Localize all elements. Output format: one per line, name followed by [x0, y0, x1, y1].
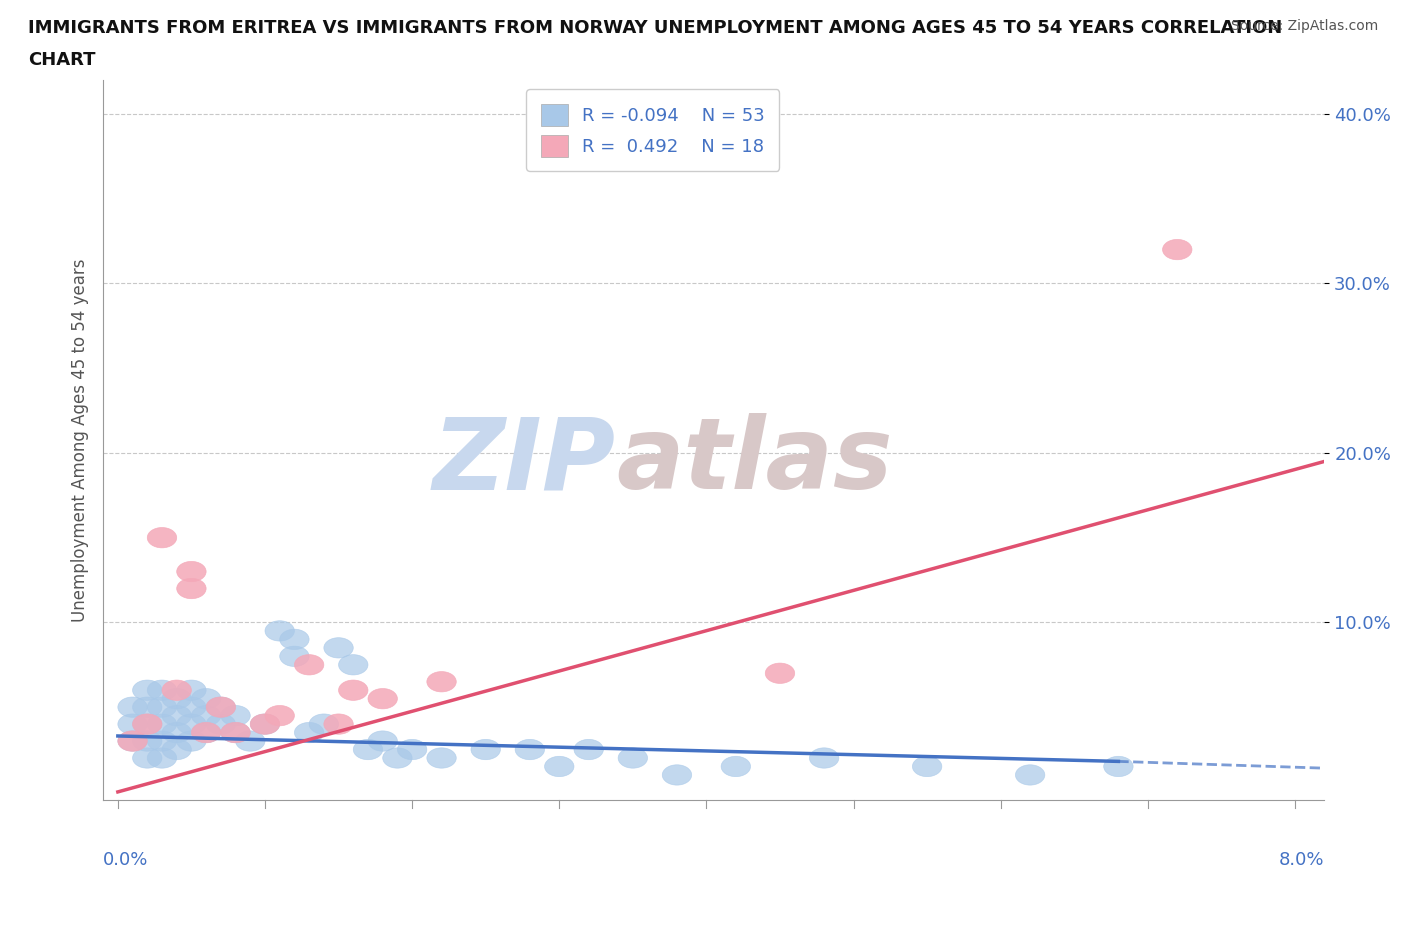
Ellipse shape	[323, 714, 353, 735]
Ellipse shape	[353, 739, 382, 760]
Text: ZIP: ZIP	[433, 413, 616, 511]
Ellipse shape	[207, 697, 236, 717]
Text: atlas: atlas	[616, 413, 893, 511]
Ellipse shape	[294, 655, 323, 675]
Ellipse shape	[132, 714, 162, 735]
Ellipse shape	[574, 739, 603, 760]
Ellipse shape	[191, 706, 221, 725]
Ellipse shape	[132, 748, 162, 768]
Ellipse shape	[339, 655, 368, 675]
Ellipse shape	[619, 748, 648, 768]
Text: CHART: CHART	[28, 51, 96, 69]
Ellipse shape	[118, 731, 148, 751]
Legend: R = -0.094    N = 53, R =  0.492    N = 18: R = -0.094 N = 53, R = 0.492 N = 18	[526, 89, 779, 171]
Ellipse shape	[162, 739, 191, 760]
Ellipse shape	[382, 748, 412, 768]
Ellipse shape	[148, 748, 177, 768]
Ellipse shape	[280, 646, 309, 667]
Ellipse shape	[544, 756, 574, 777]
Ellipse shape	[1104, 756, 1133, 777]
Ellipse shape	[162, 680, 191, 700]
Ellipse shape	[912, 756, 942, 777]
Ellipse shape	[207, 697, 236, 717]
Ellipse shape	[132, 697, 162, 717]
Ellipse shape	[191, 688, 221, 709]
Ellipse shape	[368, 731, 398, 751]
Ellipse shape	[132, 680, 162, 700]
Ellipse shape	[1163, 239, 1192, 259]
Ellipse shape	[339, 680, 368, 700]
Ellipse shape	[368, 688, 398, 709]
Ellipse shape	[236, 731, 264, 751]
Ellipse shape	[162, 688, 191, 709]
Ellipse shape	[132, 731, 162, 751]
Ellipse shape	[162, 723, 191, 743]
Ellipse shape	[191, 723, 221, 743]
Ellipse shape	[132, 714, 162, 735]
Ellipse shape	[721, 756, 751, 777]
Ellipse shape	[221, 723, 250, 743]
Ellipse shape	[177, 714, 207, 735]
Ellipse shape	[148, 731, 177, 751]
Ellipse shape	[148, 714, 177, 735]
Ellipse shape	[177, 697, 207, 717]
Ellipse shape	[398, 739, 427, 760]
Ellipse shape	[250, 714, 280, 735]
Ellipse shape	[427, 748, 457, 768]
Y-axis label: Unemployment Among Ages 45 to 54 years: Unemployment Among Ages 45 to 54 years	[72, 259, 89, 622]
Ellipse shape	[148, 680, 177, 700]
Ellipse shape	[148, 697, 177, 717]
Ellipse shape	[207, 714, 236, 735]
Ellipse shape	[264, 620, 294, 641]
Ellipse shape	[294, 723, 323, 743]
Ellipse shape	[191, 723, 221, 743]
Ellipse shape	[221, 706, 250, 725]
Ellipse shape	[309, 714, 339, 735]
Ellipse shape	[1015, 764, 1045, 785]
Ellipse shape	[280, 630, 309, 649]
Ellipse shape	[662, 764, 692, 785]
Ellipse shape	[427, 671, 457, 692]
Ellipse shape	[162, 706, 191, 725]
Text: 0.0%: 0.0%	[103, 851, 149, 869]
Ellipse shape	[250, 714, 280, 735]
Ellipse shape	[471, 739, 501, 760]
Ellipse shape	[177, 680, 207, 700]
Ellipse shape	[323, 638, 353, 658]
Text: Source: ZipAtlas.com: Source: ZipAtlas.com	[1230, 19, 1378, 33]
Ellipse shape	[765, 663, 794, 684]
Text: 8.0%: 8.0%	[1279, 851, 1324, 869]
Ellipse shape	[264, 706, 294, 725]
Ellipse shape	[118, 731, 148, 751]
Ellipse shape	[148, 527, 177, 548]
Text: IMMIGRANTS FROM ERITREA VS IMMIGRANTS FROM NORWAY UNEMPLOYMENT AMONG AGES 45 TO : IMMIGRANTS FROM ERITREA VS IMMIGRANTS FR…	[28, 19, 1282, 36]
Ellipse shape	[118, 714, 148, 735]
Ellipse shape	[177, 562, 207, 582]
Ellipse shape	[221, 723, 250, 743]
Ellipse shape	[177, 731, 207, 751]
Ellipse shape	[515, 739, 544, 760]
Ellipse shape	[177, 578, 207, 599]
Ellipse shape	[810, 748, 839, 768]
Ellipse shape	[118, 697, 148, 717]
